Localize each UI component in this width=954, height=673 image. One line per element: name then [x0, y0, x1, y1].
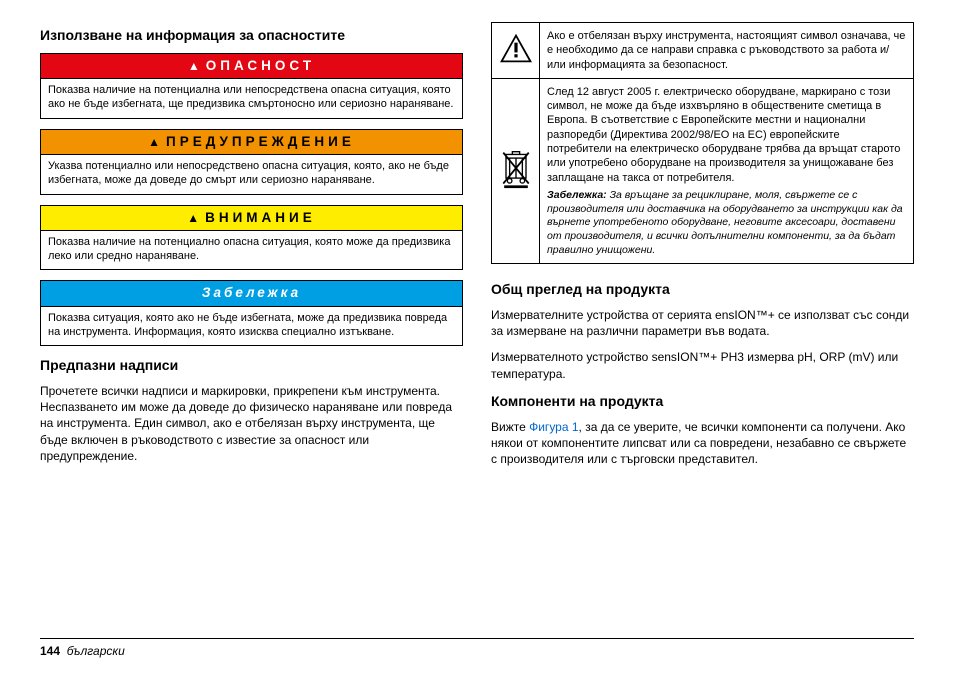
weee-symbol-text: След 12 август 2005 г. електрическо обор…: [540, 78, 914, 263]
alert-caution: ▲ВНИМАНИЕ Показва наличие на потенциално…: [40, 205, 463, 271]
page-footer: 144 български: [40, 643, 125, 659]
alert-danger: ▲ОПАСНОСТ Показва наличие на потенциална…: [40, 53, 463, 119]
alert-notice-body: Показва ситуация, която ако не бъде избе…: [41, 307, 462, 346]
alert-notice: Забележка Показва ситуация, която ако не…: [40, 280, 463, 346]
precaution-paragraph: Прочетете всички надписи и маркировки, п…: [40, 383, 463, 464]
alert-warning: ▲ПРЕДУПРЕЖДЕНИЕ Указва потенциално или н…: [40, 129, 463, 195]
alert-notice-title: Забележка: [202, 285, 301, 300]
alert-danger-title: ОПАСНОСТ: [206, 58, 315, 73]
warning-triangle-icon: ▲: [148, 134, 164, 150]
overview-p2: Измервателното устройство sensION™+ PH3 …: [491, 349, 914, 381]
figure-1-link[interactable]: Фигура 1: [529, 420, 578, 434]
symbol-table: Ако е отбелязан върху инструмента, насто…: [491, 22, 914, 264]
alert-warning-header: ▲ПРЕДУПРЕЖДЕНИЕ: [41, 130, 462, 155]
heading-hazard-info: Използване на информация за опасностите: [40, 26, 463, 45]
alert-notice-header: Забележка: [41, 281, 462, 306]
weee-symbol-cell: [492, 78, 540, 263]
weee-bin-icon: [499, 149, 533, 189]
components-text-a: Вижте: [491, 420, 529, 434]
warning-symbol-cell: [492, 23, 540, 79]
alert-danger-body: Показва наличие на потенциална или непос…: [41, 79, 462, 118]
alert-caution-body: Показва наличие на потенциално опасна си…: [41, 231, 462, 270]
caution-triangle-icon: [498, 32, 534, 64]
alert-caution-header: ▲ВНИМАНИЕ: [41, 206, 462, 231]
alert-danger-header: ▲ОПАСНОСТ: [41, 54, 462, 79]
weee-main-text: След 12 август 2005 г. електрическо обор…: [547, 86, 900, 184]
components-paragraph: Вижте Фигура 1, за да се уверите, че вси…: [491, 419, 914, 468]
table-row: Ако е отбелязан върху инструмента, насто…: [492, 23, 914, 79]
footer-language: български: [67, 644, 125, 658]
heading-product-overview: Общ преглед на продукта: [491, 280, 914, 299]
alert-caution-title: ВНИМАНИЕ: [205, 210, 316, 225]
right-column: Ако е отбелязан върху инструмента, насто…: [491, 22, 914, 602]
weee-note: Забележка: За връщане за рециклиране, мо…: [547, 189, 906, 257]
alert-warning-title: ПРЕДУПРЕЖДЕНИЕ: [166, 134, 355, 149]
table-row: След 12 август 2005 г. електрическо обор…: [492, 78, 914, 263]
footer-rule: [40, 638, 914, 639]
page-number: 144: [40, 644, 60, 658]
alert-warning-body: Указва потенциално или непосредствено оп…: [41, 155, 462, 194]
warning-triangle-icon: ▲: [187, 210, 203, 226]
warning-symbol-text: Ако е отбелязан върху инструмента, насто…: [540, 23, 914, 79]
heading-precaution-labels: Предпазни надписи: [40, 356, 463, 375]
left-column: Използване на информация за опасностите …: [40, 22, 463, 602]
heading-product-components: Компоненти на продукта: [491, 392, 914, 411]
overview-p1: Измервателните устройства от серията ens…: [491, 307, 914, 339]
warning-triangle-icon: ▲: [188, 58, 204, 74]
weee-note-label: Забележка:: [547, 189, 607, 201]
